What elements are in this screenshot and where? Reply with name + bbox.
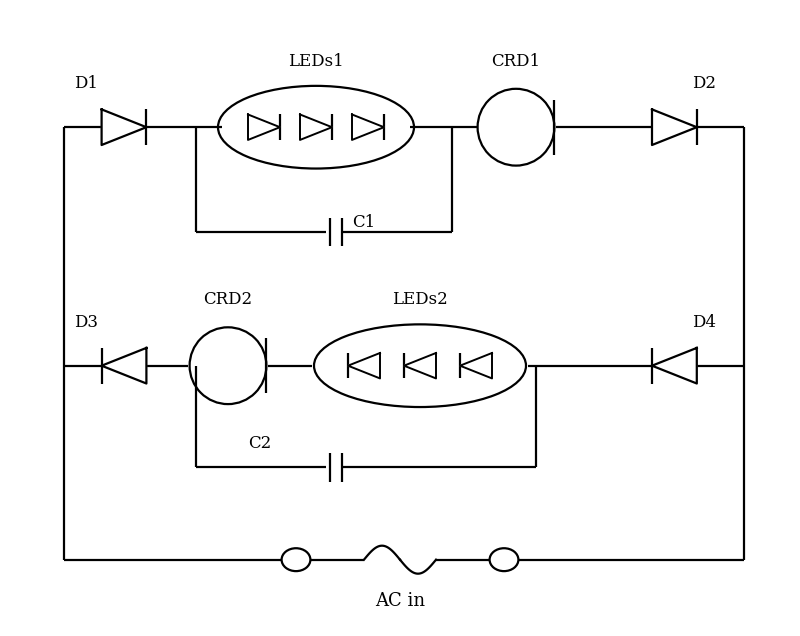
Text: CRD2: CRD2 bbox=[203, 291, 253, 308]
Text: D1: D1 bbox=[74, 75, 98, 92]
Polygon shape bbox=[404, 353, 436, 378]
Polygon shape bbox=[102, 348, 146, 384]
Polygon shape bbox=[652, 348, 697, 384]
Text: LEDs2: LEDs2 bbox=[392, 291, 448, 308]
Text: C2: C2 bbox=[248, 435, 271, 452]
Text: LEDs1: LEDs1 bbox=[288, 53, 344, 70]
Text: CRD1: CRD1 bbox=[491, 53, 541, 70]
Text: AC in: AC in bbox=[375, 592, 425, 610]
Polygon shape bbox=[102, 109, 146, 145]
Text: D4: D4 bbox=[692, 314, 716, 331]
Polygon shape bbox=[352, 114, 384, 140]
Polygon shape bbox=[460, 353, 492, 378]
Polygon shape bbox=[248, 114, 280, 140]
Polygon shape bbox=[348, 353, 380, 378]
Text: D2: D2 bbox=[692, 75, 716, 92]
Text: D3: D3 bbox=[74, 314, 98, 331]
Polygon shape bbox=[652, 109, 697, 145]
Text: C1: C1 bbox=[352, 214, 375, 231]
Polygon shape bbox=[300, 114, 332, 140]
